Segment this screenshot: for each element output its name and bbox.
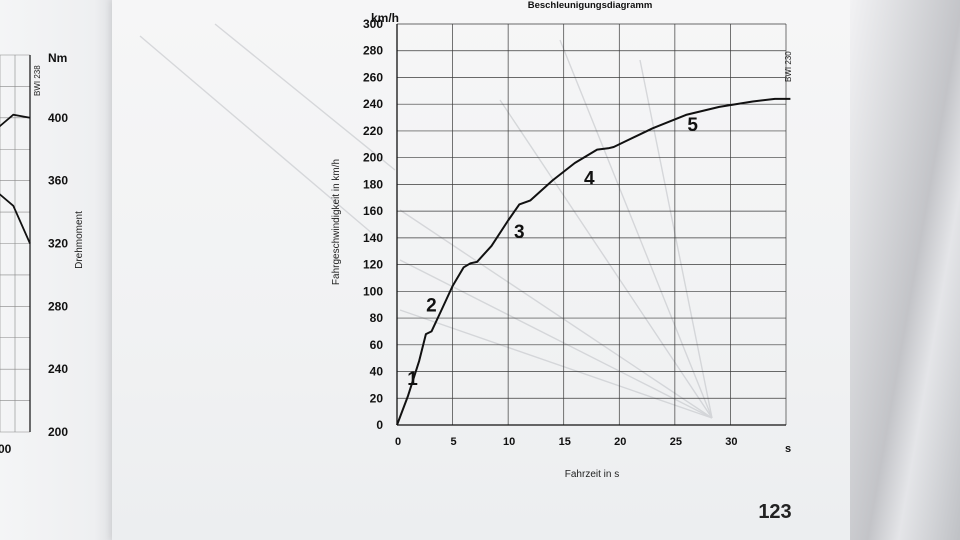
gear-label: 2 (426, 295, 437, 316)
gear-label: 1 (407, 369, 418, 390)
main-y-tick-label: 80 (370, 311, 384, 325)
main-chart-x-label: Fahrzeit in s (565, 469, 619, 480)
torque-chart-y-label: Drehmoment (74, 211, 85, 269)
main-y-tick-label: 40 (370, 365, 384, 379)
torque-curve (0, 113, 31, 128)
main-chart-y-unit: km/h (371, 11, 399, 25)
gear-label: 5 (687, 115, 698, 136)
main-chart-gear-labels: 1 2 3 4 5 (407, 115, 698, 390)
main-x-tick-label: 15 (559, 436, 571, 448)
main-chart-y-ticks: 0 20 40 60 80 100 120 140 160 180 200 220 240 260 280 3… (363, 17, 383, 432)
main-y-tick-label: 20 (370, 391, 384, 405)
torque-y-tick-label: 240 (48, 362, 68, 376)
main-y-tick-label: 200 (363, 151, 383, 165)
main-y-tick-label: 180 (363, 177, 383, 191)
main-y-tick-label: 0 (376, 418, 383, 432)
main-chart-title: Beschleunigungsdiagramm (528, 0, 653, 11)
main-x-tick-label: 20 (614, 436, 626, 448)
torque-chart-x-tick: 00 (0, 442, 12, 456)
main-x-tick-label: 25 (670, 436, 682, 448)
main-chart-series (396, 97, 791, 426)
torque-chart-series (0, 113, 31, 244)
page-number: 123 (758, 501, 791, 523)
main-chart-grid (396, 23, 787, 426)
main-y-tick-label: 60 (370, 338, 384, 352)
torque-y-tick-label: 360 (48, 174, 68, 188)
torque-y-tick-label: 200 (48, 425, 68, 439)
main-page (112, 0, 852, 540)
main-y-tick-label: 100 (363, 284, 383, 298)
main-x-tick-label: 10 (503, 436, 515, 448)
main-y-tick-label: 300 (363, 17, 383, 31)
main-y-tick-label: 220 (363, 124, 383, 138)
torque-chart-y-ticks: 200 240 280 320 360 400 (48, 111, 68, 439)
main-y-tick-label: 280 (363, 44, 383, 58)
torque-chart-y-unit: Nm (48, 51, 67, 65)
torque-y-tick-label: 400 (48, 111, 68, 125)
speed-curve (396, 97, 791, 426)
main-x-tick-label: 30 (725, 436, 737, 448)
left-page (0, 0, 118, 540)
show-through-lines (139, 23, 713, 419)
main-y-tick-label: 240 (363, 97, 383, 111)
torque-chart-grid (0, 54, 31, 433)
main-chart-code: BWI 230 (784, 51, 793, 82)
main-chart-x-ticks: 0 5 10 15 20 25 30 (395, 436, 738, 448)
main-x-tick-label: 5 (451, 436, 457, 448)
main-y-tick-label: 140 (363, 231, 383, 245)
main-chart-x-unit: s (785, 443, 791, 455)
page-edge (850, 0, 960, 540)
main-chart-y-label: Fahrgeschwindigkeit in km/h (331, 159, 342, 285)
main-x-tick-label: 0 (395, 436, 401, 448)
main-y-tick-label: 260 (363, 70, 383, 84)
main-y-tick-label: 120 (363, 258, 383, 272)
gear-label: 4 (584, 168, 595, 189)
main-y-tick-label: 160 (363, 204, 383, 218)
torque-chart-code: BWI 238 (33, 65, 42, 96)
torque-y-tick-label: 320 (48, 237, 68, 251)
gear-label: 3 (514, 222, 525, 243)
torque-curve (0, 193, 31, 244)
torque-y-tick-label: 280 (48, 299, 68, 313)
